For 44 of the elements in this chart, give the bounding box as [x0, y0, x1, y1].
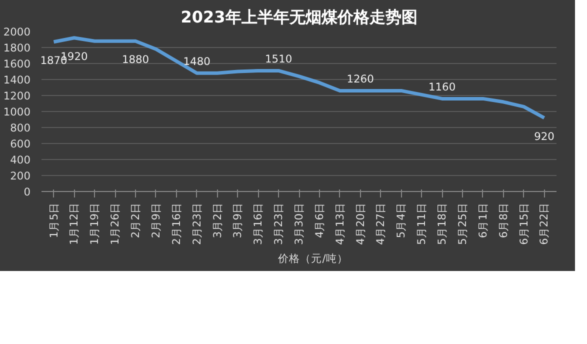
x-tick-label: 3月9日 — [231, 202, 244, 238]
x-tick-label: 6月22日 — [538, 202, 551, 245]
y-tick-label: 1000 — [3, 106, 31, 118]
x-tick-label: 6月8日 — [496, 202, 510, 238]
y-tick-label: 1600 — [3, 58, 31, 70]
y-tick-label: 1400 — [3, 74, 31, 86]
y-tick-label: 0 — [24, 186, 31, 198]
data-label: 1510 — [265, 52, 292, 66]
x-tick-label: 1月26日 — [108, 202, 122, 245]
x-tick-label: 1月12日 — [68, 202, 81, 245]
x-tick-label: 4月6日 — [312, 202, 326, 238]
data-label: 1480 — [183, 55, 211, 68]
data-label: 1260 — [346, 72, 374, 86]
y-tick-label: 1800 — [3, 42, 31, 54]
y-tick-label: 600 — [10, 138, 31, 150]
x-tick-label: 5月18日 — [436, 202, 449, 245]
x-tick-label: 4月27日 — [374, 202, 388, 245]
x-tick-label: 1月19日 — [88, 202, 102, 245]
x-tick-label: 5月4日 — [394, 202, 408, 238]
x-tick-label: 3月23日 — [272, 202, 286, 245]
y-tick-label: 2000 — [3, 26, 31, 38]
x-tick-label: 6月1日 — [476, 202, 490, 238]
x-tick-label: 6月15日 — [517, 202, 530, 245]
x-tick-label: 2月9日 — [149, 202, 162, 238]
x-tick-label: 3月2日 — [210, 202, 224, 238]
data-label: 1880 — [122, 53, 150, 66]
y-tick-label: 200 — [10, 170, 31, 182]
text: 价格（元/吨） — [278, 252, 348, 266]
data-label: 1160 — [428, 80, 456, 94]
x-tick-label: 4月13日 — [333, 202, 346, 245]
y-tick-label: 1200 — [3, 90, 31, 102]
chart-title: 2023年上半年无烟煤价格走势图 — [180, 8, 418, 26]
x-tick-label: 2月23日 — [190, 202, 204, 245]
x-tick-label: 3月16日 — [252, 202, 265, 245]
x-tick-label: 4月20日 — [354, 202, 367, 245]
y-tick-label: 400 — [10, 154, 31, 166]
x-tick-label: 2月2日 — [129, 202, 142, 238]
x-tick-label: 3月30日 — [292, 202, 306, 245]
x-tick-label: 5月25日 — [456, 202, 469, 245]
y-tick-label: 800 — [10, 122, 31, 134]
x-tick-label: 2月16日 — [170, 202, 183, 245]
x-tick-label: 1月5日 — [47, 202, 60, 238]
data-label: 920 — [534, 130, 555, 143]
x-tick-label: 5月11日 — [415, 202, 428, 245]
